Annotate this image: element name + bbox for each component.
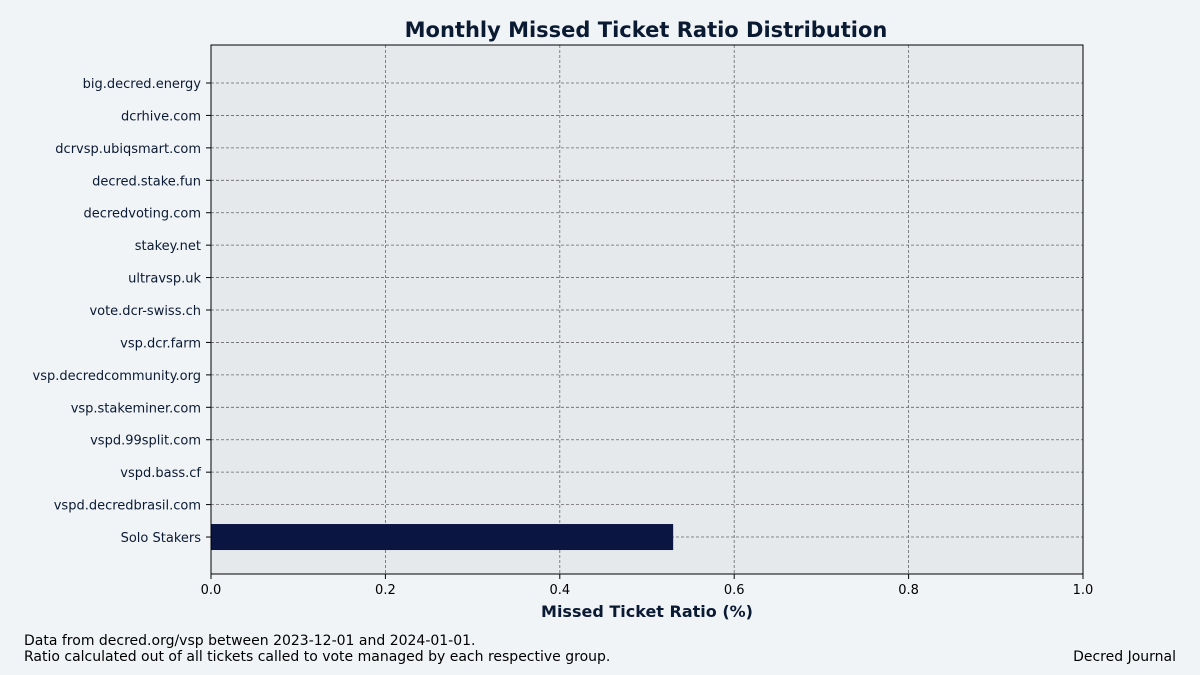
y-tick-label: dcrhive.com bbox=[121, 109, 201, 124]
chart-title: Monthly Missed Ticket Ratio Distribution bbox=[405, 18, 888, 42]
y-tick-label: ultravsp.uk bbox=[128, 272, 201, 287]
bar bbox=[211, 524, 674, 551]
plot-frame bbox=[210, 44, 1084, 575]
x-tick-label: 0.6 bbox=[724, 583, 745, 598]
footer-method-note: Ratio calculated out of all tickets call… bbox=[24, 649, 611, 665]
x-tick-label: 0.4 bbox=[549, 583, 570, 598]
bars bbox=[211, 524, 674, 551]
y-tick-label: vspd.bass.cf bbox=[120, 466, 201, 481]
footer-source-note: Data from decred.org/vsp between 2023-12… bbox=[24, 633, 476, 649]
x-tick-label: 1.0 bbox=[1073, 583, 1094, 598]
y-tick-label: vsp.decredcommunity.org bbox=[33, 369, 201, 384]
plot-area bbox=[211, 45, 1083, 574]
grid-lines bbox=[211, 45, 1083, 574]
y-tick-label: vspd.99split.com bbox=[90, 434, 201, 449]
y-tick-label: vote.dcr-swiss.ch bbox=[89, 304, 201, 319]
x-tick-label: 0.8 bbox=[898, 583, 919, 598]
y-axis-ticks: big.decred.energy dcrhive.com dcrvsp.ubiqs… bbox=[33, 77, 211, 546]
y-tick-label: stakey.net bbox=[135, 239, 201, 254]
y-tick-label: big.decred.energy bbox=[83, 77, 202, 92]
x-axis-ticks: 0.0 0.2 0.4 0.6 0.8 1.0 bbox=[201, 574, 1094, 598]
y-tick-label: vsp.stakeminer.com bbox=[71, 401, 201, 416]
y-tick-label: dcrvsp.ubiqsmart.com bbox=[55, 142, 201, 157]
footer-credit: Decred Journal bbox=[1073, 649, 1176, 665]
y-tick-label: vspd.decredbrasil.com bbox=[54, 499, 201, 514]
x-axis-label: Missed Ticket Ratio (%) bbox=[541, 602, 753, 621]
x-tick-label: 0.2 bbox=[375, 583, 396, 598]
y-tick-label: Solo Stakers bbox=[121, 531, 202, 546]
x-tick-label: 0.0 bbox=[201, 583, 222, 598]
y-tick-label: decredvoting.com bbox=[84, 207, 201, 222]
y-tick-label: decred.stake.fun bbox=[92, 174, 201, 189]
y-tick-label: vsp.dcr.farm bbox=[120, 336, 201, 351]
